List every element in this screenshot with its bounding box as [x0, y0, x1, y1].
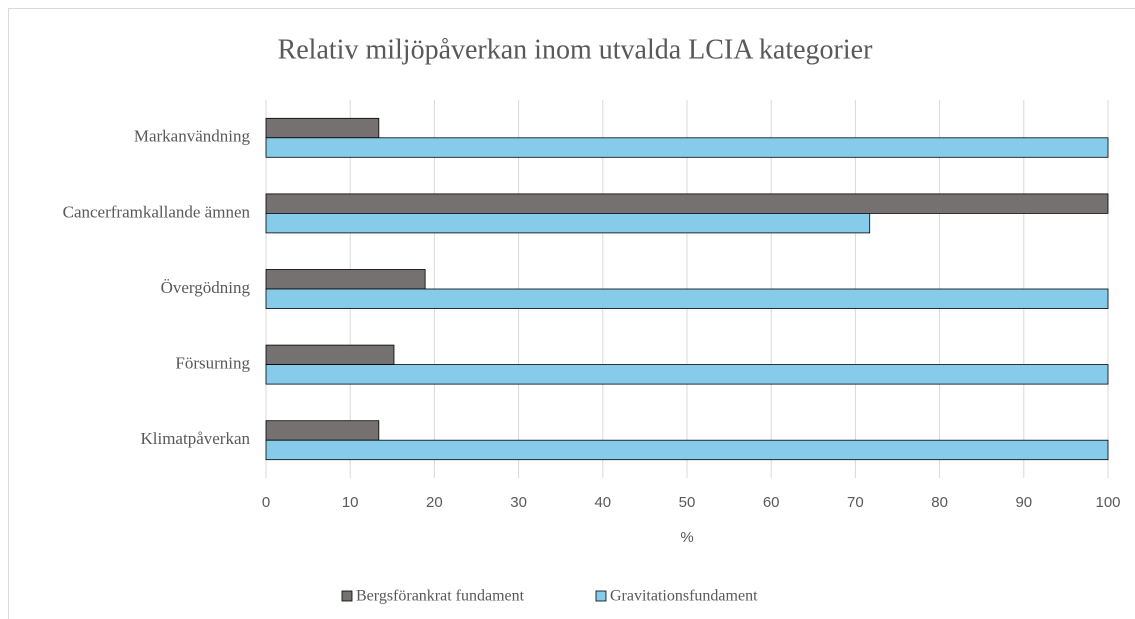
bar — [265, 193, 1109, 214]
bar — [265, 212, 871, 234]
legend-label: Bergsförankrat fundament — [356, 588, 525, 605]
legend-swatch — [341, 590, 353, 602]
x-tick-label: 70 — [847, 494, 864, 511]
bar — [265, 420, 380, 441]
y-tick-label: Övergödning — [161, 278, 251, 297]
x-tick-label: 90 — [1015, 494, 1032, 511]
x-tick-label: 10 — [342, 494, 359, 511]
x-tick-label: 100 — [1095, 494, 1120, 511]
y-tick-label: Cancerframkallande ämnen — [63, 202, 251, 221]
x-axis-label: % — [680, 529, 693, 546]
bar — [265, 344, 395, 366]
x-tick-label: 80 — [931, 494, 948, 511]
x-tick-label: 20 — [426, 494, 443, 511]
bar — [265, 439, 1109, 461]
legend-swatch — [595, 590, 607, 602]
bar — [265, 364, 1109, 385]
bar — [265, 288, 1109, 309]
chart-border — [8, 8, 1135, 619]
bar — [265, 137, 1109, 158]
x-tick-label: 50 — [679, 494, 696, 511]
x-tick-label: 30 — [510, 494, 527, 511]
chart-title: Relativ miljöpåverkan inom utvalda LCIA … — [278, 34, 874, 65]
x-tick-label: 40 — [594, 494, 611, 511]
x-tick-label: 0 — [262, 494, 270, 511]
y-tick-label: Klimatpåverkan — [140, 429, 250, 448]
bar — [265, 269, 426, 290]
x-tick-label: 60 — [763, 494, 780, 511]
y-tick-label: Försurning — [175, 354, 250, 373]
legend-label: Gravitationsfundament — [610, 588, 758, 605]
bar — [265, 117, 380, 139]
y-tick-label: Markanvändning — [134, 127, 251, 146]
